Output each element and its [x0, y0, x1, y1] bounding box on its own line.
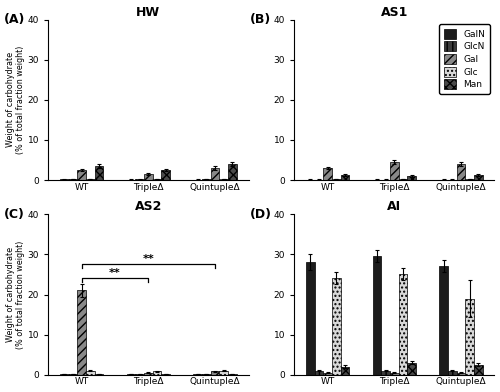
Bar	[136, 374, 144, 375]
Bar	[211, 168, 220, 180]
Bar	[456, 373, 466, 375]
Bar	[340, 175, 349, 180]
Bar	[94, 374, 104, 375]
Bar	[220, 371, 228, 375]
Y-axis label: Weight of carbohydrate
(% of total fraction weight): Weight of carbohydrate (% of total fract…	[6, 46, 25, 154]
Bar	[474, 365, 483, 375]
Bar	[152, 372, 162, 375]
Bar	[220, 179, 228, 180]
Bar	[332, 179, 340, 180]
Bar	[144, 174, 152, 180]
Bar	[314, 371, 323, 375]
Bar	[466, 179, 474, 180]
Bar	[448, 371, 456, 375]
Bar	[456, 164, 466, 180]
Bar	[440, 267, 448, 375]
Bar	[398, 179, 407, 180]
Bar	[162, 374, 170, 375]
Bar	[390, 373, 398, 375]
Bar	[68, 374, 78, 375]
Bar	[306, 262, 314, 375]
Bar	[408, 363, 416, 375]
Bar	[408, 176, 416, 180]
Bar	[94, 166, 104, 180]
Bar	[78, 170, 86, 180]
Bar	[126, 374, 136, 375]
Text: (A): (A)	[4, 13, 26, 26]
Bar	[162, 170, 170, 180]
Text: (B): (B)	[250, 13, 272, 26]
Bar	[390, 162, 398, 180]
Title: AS1: AS1	[380, 5, 408, 18]
Bar	[228, 164, 237, 180]
Legend: GalN, GlcN, Gal, Glc, Man: GalN, GlcN, Gal, Glc, Man	[439, 24, 490, 94]
Bar	[68, 179, 78, 180]
Bar	[340, 367, 349, 375]
Text: (D): (D)	[250, 208, 272, 221]
Bar	[211, 372, 220, 375]
Bar	[86, 371, 94, 375]
Bar	[323, 168, 332, 180]
Bar	[152, 179, 162, 180]
Bar	[78, 290, 86, 375]
Bar	[323, 373, 332, 375]
Title: AS2: AS2	[134, 200, 162, 213]
Bar	[372, 256, 382, 375]
Title: HW: HW	[136, 5, 160, 18]
Bar	[202, 374, 211, 375]
Bar	[466, 299, 474, 375]
Text: **: **	[109, 268, 121, 278]
Bar	[60, 374, 68, 375]
Bar	[228, 374, 237, 375]
Bar	[332, 278, 340, 375]
Text: (C): (C)	[4, 208, 25, 221]
Title: AI: AI	[388, 200, 402, 213]
Bar	[194, 374, 202, 375]
Bar	[382, 371, 390, 375]
Bar	[398, 274, 407, 375]
Bar	[202, 179, 211, 180]
Bar	[144, 373, 152, 375]
Bar	[86, 179, 94, 180]
Text: **: **	[142, 254, 154, 264]
Y-axis label: Weight of carbohydrate
(% of total fraction weight): Weight of carbohydrate (% of total fract…	[6, 240, 25, 349]
Bar	[474, 175, 483, 180]
